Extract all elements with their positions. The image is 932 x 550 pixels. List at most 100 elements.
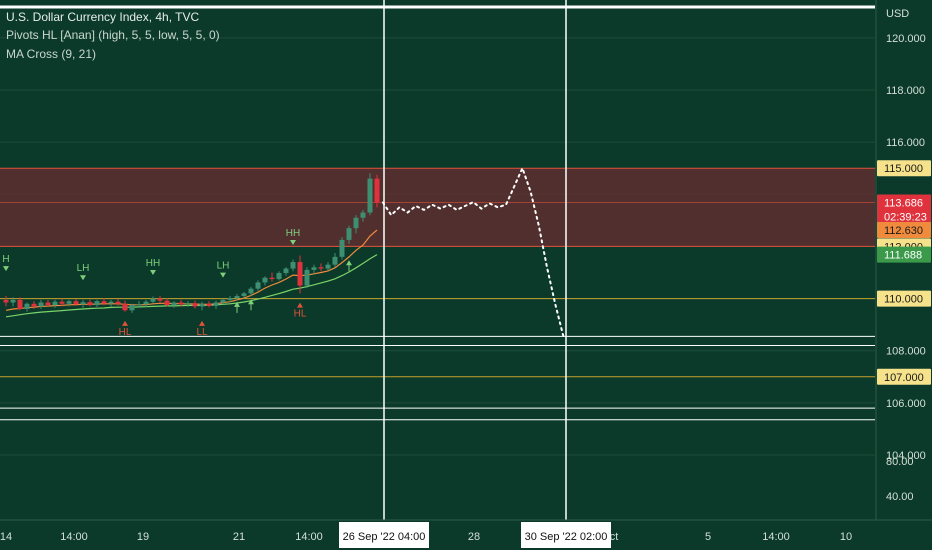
time-tick-label: 28 (468, 531, 480, 543)
candle (297, 255, 303, 294)
candle-body (332, 256, 338, 265)
candle (31, 301, 37, 309)
pivot-up-arrow (297, 302, 303, 308)
candle-body (304, 269, 310, 286)
price-tick-label: 80.00 (886, 456, 914, 468)
cursor-date-text: 30 Sep '22 02:00 (525, 531, 608, 543)
candle (311, 264, 317, 274)
candle-body (10, 299, 16, 303)
time-axis[interactable]: 14 14:00 19 21 14:00 28 ct 5 14:00 10 26 Sep '22 0… (0, 519, 932, 550)
pivot-label: HH (286, 228, 300, 239)
pivot-down-arrow (220, 272, 226, 278)
price-tag: 115.000 (877, 160, 931, 177)
candle-body (178, 302, 184, 305)
candle (346, 225, 352, 244)
candle (332, 252, 338, 268)
candle (136, 301, 142, 308)
time-tick-label: 19 (137, 531, 149, 543)
candle-body (94, 301, 100, 306)
candle-body (31, 303, 37, 307)
price-tag-box (877, 194, 931, 225)
candle-body (73, 301, 79, 305)
candle (157, 295, 163, 303)
price-tag: 113.686 02:39:23 (877, 194, 931, 225)
candle (213, 300, 219, 309)
candle (17, 297, 23, 311)
time-axis-background (0, 520, 932, 550)
candle-body (38, 302, 44, 307)
price-tag-label: 111.688 (884, 250, 922, 262)
price-tag: 111.688 (877, 246, 931, 263)
pivot-label: HH (146, 258, 160, 269)
cursor-date-label: 30 Sep '22 02:00 (521, 522, 611, 548)
candle (66, 299, 72, 307)
vertical-cursor-lines (383, 0, 567, 520)
candle-body (3, 299, 9, 303)
cursor-date-text: 26 Sep '22 04:00 (343, 531, 426, 543)
pivot-label: LH (217, 261, 230, 272)
pivot-label: LL (196, 327, 208, 338)
candle-body (255, 282, 261, 289)
price-tick-label: 116.000 (886, 137, 925, 149)
pivot-down-arrow (290, 240, 296, 245)
indicator-ma-cross-label[interactable]: MA Cross (9, 21) (6, 47, 97, 61)
candle-body (248, 288, 254, 294)
price-tick-label: 108.000 (886, 346, 926, 358)
candle (52, 299, 58, 308)
candle-body (101, 301, 107, 304)
candle-body (367, 178, 373, 213)
candle (171, 301, 177, 308)
price-tag-label: 112.630 (884, 225, 923, 237)
candle-body (276, 273, 282, 280)
candle (360, 209, 366, 222)
candle (129, 303, 135, 313)
price-axis[interactable]: USD 120.000 118.000 116.000 108.000 106.000 10… (875, 0, 932, 520)
candle-body (171, 302, 177, 306)
candle (150, 296, 156, 304)
price-tick-label: 40.00 (886, 491, 914, 503)
pivot-marker: H (2, 254, 10, 272)
candle (199, 301, 205, 311)
candle-body (108, 301, 114, 304)
candle (318, 263, 324, 272)
candle (269, 272, 275, 282)
price-tag: 112.630 (877, 222, 931, 239)
candlesticks (3, 173, 380, 313)
candle (276, 271, 282, 281)
pivot-down-arrow (80, 275, 86, 281)
candle-body (192, 303, 198, 307)
pivot-down-arrow (150, 269, 156, 275)
candle (45, 299, 51, 307)
indicator-pivots-label[interactable]: Pivots HL [Anan] (high, 5, 5, low, 5, 5,… (6, 28, 220, 42)
pivot-marker: HH (286, 228, 300, 245)
currency-label: USD (886, 8, 909, 20)
candle-body (262, 277, 268, 283)
candle (10, 297, 16, 307)
candle-body (45, 302, 51, 306)
candle-body (80, 302, 86, 305)
candle-body (318, 267, 324, 269)
candle-body (199, 303, 205, 307)
candle-body (136, 304, 142, 306)
symbol-title[interactable]: U.S. Dollar Currency Index, 4h, TVC (6, 10, 200, 24)
price-tick-label: 120.000 (886, 33, 926, 45)
ma-fast-line (5, 229, 378, 311)
candle-body (66, 301, 72, 304)
time-tick-label: 21 (233, 531, 245, 543)
candle-body (87, 302, 93, 306)
time-tick-label: 5 (705, 531, 711, 543)
candle (192, 300, 198, 309)
candle-body (122, 303, 128, 311)
candle-body (220, 299, 226, 303)
price-tick-label: 104.000 (886, 450, 926, 462)
candle-body (234, 295, 240, 299)
candle-body (297, 262, 303, 286)
signal-arrow-head (248, 299, 254, 305)
ma-slow-line (5, 254, 378, 318)
signal-arrow-head (234, 301, 240, 307)
candle-body (59, 301, 65, 304)
candle-body (283, 268, 289, 274)
projection-dots (382, 165, 565, 338)
candle (234, 293, 240, 301)
